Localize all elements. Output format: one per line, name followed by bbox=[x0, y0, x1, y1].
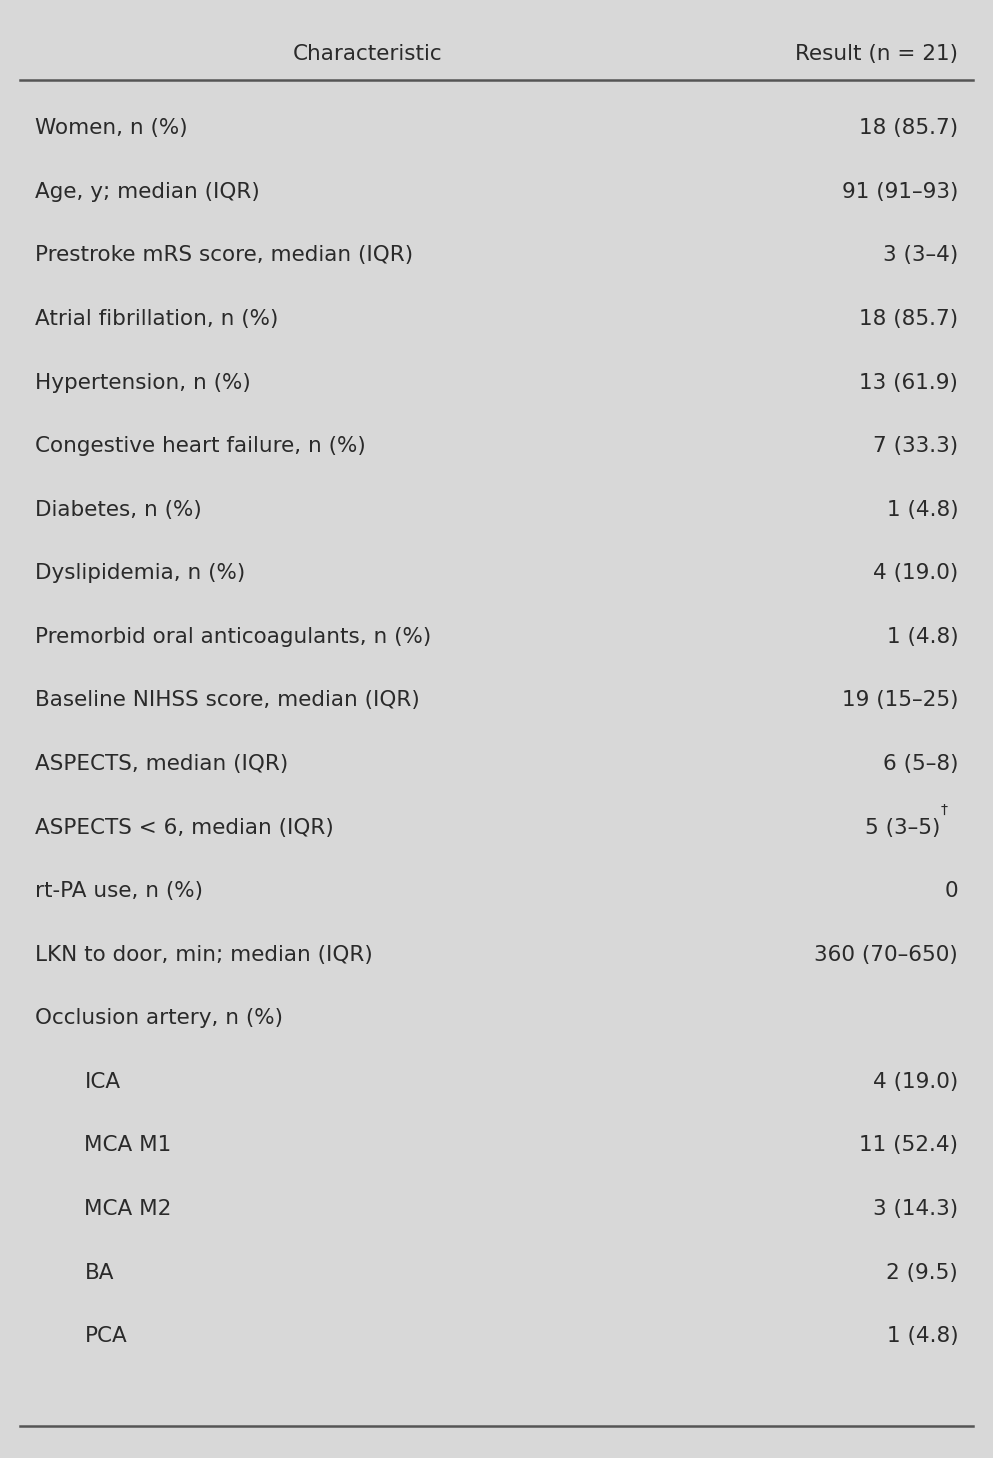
Text: 360 (70–650): 360 (70–650) bbox=[814, 945, 958, 965]
Text: 3 (14.3): 3 (14.3) bbox=[873, 1198, 958, 1219]
Text: 11 (52.4): 11 (52.4) bbox=[859, 1136, 958, 1155]
Text: Age, y; median (IQR): Age, y; median (IQR) bbox=[35, 182, 259, 201]
Text: 13 (61.9): 13 (61.9) bbox=[859, 373, 958, 392]
Text: LKN to door, min; median (IQR): LKN to door, min; median (IQR) bbox=[35, 945, 372, 965]
Text: 18 (85.7): 18 (85.7) bbox=[859, 309, 958, 330]
Text: Hypertension, n (%): Hypertension, n (%) bbox=[35, 373, 250, 392]
Text: 4 (19.0): 4 (19.0) bbox=[873, 563, 958, 583]
Text: 6 (5–8): 6 (5–8) bbox=[883, 754, 958, 774]
Text: Women, n (%): Women, n (%) bbox=[35, 118, 188, 139]
Text: 3 (3–4): 3 (3–4) bbox=[883, 245, 958, 265]
Text: Atrial fibrillation, n (%): Atrial fibrillation, n (%) bbox=[35, 309, 278, 330]
Text: 5 (3–5): 5 (3–5) bbox=[865, 818, 940, 837]
Text: ASPECTS < 6, median (IQR): ASPECTS < 6, median (IQR) bbox=[35, 818, 334, 837]
Text: MCA M2: MCA M2 bbox=[84, 1198, 172, 1219]
Text: Prestroke mRS score, median (IQR): Prestroke mRS score, median (IQR) bbox=[35, 245, 413, 265]
Text: 91 (91–93): 91 (91–93) bbox=[842, 182, 958, 201]
Text: 0: 0 bbox=[944, 881, 958, 901]
Text: †: † bbox=[940, 803, 947, 816]
Text: 19 (15–25): 19 (15–25) bbox=[842, 691, 958, 710]
Text: 18 (85.7): 18 (85.7) bbox=[859, 118, 958, 139]
Text: Characteristic: Characteristic bbox=[293, 44, 442, 64]
Text: ASPECTS, median (IQR): ASPECTS, median (IQR) bbox=[35, 754, 288, 774]
Text: Diabetes, n (%): Diabetes, n (%) bbox=[35, 500, 202, 519]
Text: Occlusion artery, n (%): Occlusion artery, n (%) bbox=[35, 1009, 283, 1028]
Text: Congestive heart failure, n (%): Congestive heart failure, n (%) bbox=[35, 436, 365, 456]
Text: 1 (4.8): 1 (4.8) bbox=[887, 1327, 958, 1346]
Text: 1 (4.8): 1 (4.8) bbox=[887, 500, 958, 519]
Text: Result (n = 21): Result (n = 21) bbox=[795, 44, 958, 64]
Text: Baseline NIHSS score, median (IQR): Baseline NIHSS score, median (IQR) bbox=[35, 691, 419, 710]
Text: Premorbid oral anticoagulants, n (%): Premorbid oral anticoagulants, n (%) bbox=[35, 627, 431, 647]
Text: 4 (19.0): 4 (19.0) bbox=[873, 1072, 958, 1092]
Text: Dyslipidemia, n (%): Dyslipidemia, n (%) bbox=[35, 563, 245, 583]
Text: 1 (4.8): 1 (4.8) bbox=[887, 627, 958, 647]
Text: ICA: ICA bbox=[84, 1072, 120, 1092]
Text: 2 (9.5): 2 (9.5) bbox=[887, 1263, 958, 1283]
Text: rt-PA use, n (%): rt-PA use, n (%) bbox=[35, 881, 203, 901]
Text: PCA: PCA bbox=[84, 1327, 127, 1346]
Text: 7 (33.3): 7 (33.3) bbox=[873, 436, 958, 456]
Text: MCA M1: MCA M1 bbox=[84, 1136, 172, 1155]
Text: BA: BA bbox=[84, 1263, 114, 1283]
